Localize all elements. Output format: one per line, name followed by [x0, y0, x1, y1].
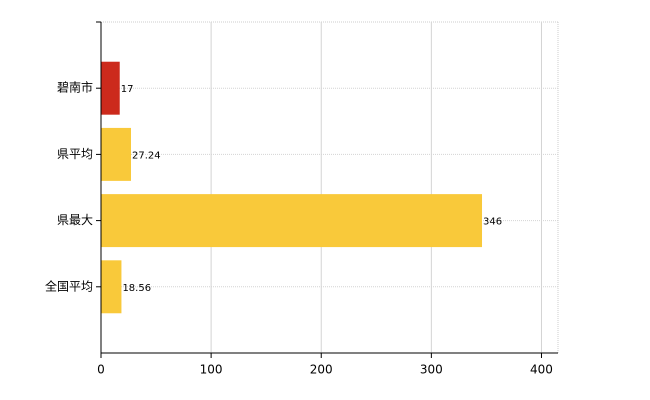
x-tick-label: 100	[200, 363, 223, 377]
y-tick-label: 県平均	[57, 147, 93, 161]
x-tick-label: 200	[310, 363, 333, 377]
bar	[101, 127, 131, 181]
y-tick-label: 県最大	[57, 213, 93, 227]
data-label: 346	[483, 217, 502, 228]
x-tick-label: 400	[530, 363, 553, 377]
x-tick-label: 0	[97, 363, 105, 377]
bar	[101, 260, 122, 314]
y-tick-label: 全国平均	[45, 278, 93, 293]
data-label: 17	[121, 84, 134, 95]
x-tick-label: 300	[420, 363, 443, 377]
y-tick-label: 碧南市	[57, 80, 93, 95]
bar	[101, 61, 120, 115]
data-label: 18.56	[122, 283, 151, 294]
bar	[101, 194, 483, 248]
data-label: 27.24	[132, 150, 161, 161]
